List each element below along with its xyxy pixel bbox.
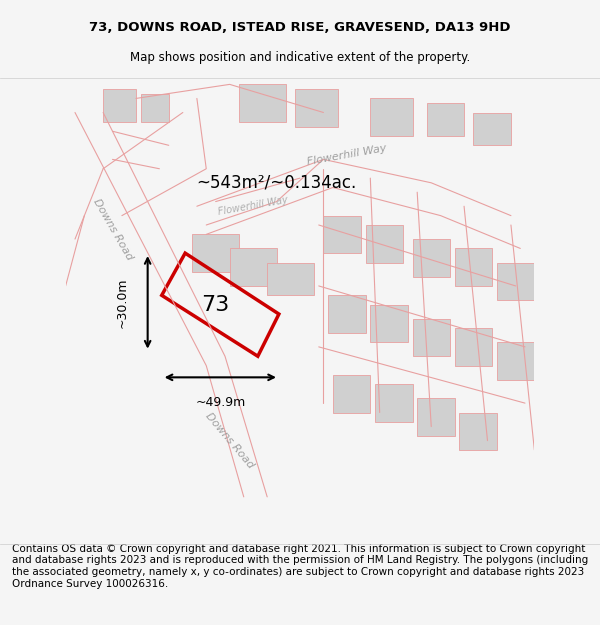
Text: Map shows position and indicative extent of the property.: Map shows position and indicative extent… [130, 51, 470, 64]
Text: Flowerhill Way: Flowerhill Way [217, 195, 289, 218]
Polygon shape [460, 412, 497, 450]
Polygon shape [328, 295, 365, 333]
Polygon shape [370, 98, 413, 136]
Polygon shape [140, 94, 169, 122]
Polygon shape [103, 89, 136, 122]
Polygon shape [497, 262, 535, 300]
Polygon shape [370, 304, 408, 343]
Text: 73, DOWNS ROAD, ISTEAD RISE, GRAVESEND, DA13 9HD: 73, DOWNS ROAD, ISTEAD RISE, GRAVESEND, … [89, 21, 511, 34]
Text: ~49.9m: ~49.9m [195, 396, 245, 409]
Polygon shape [267, 262, 314, 295]
Polygon shape [455, 248, 492, 286]
Polygon shape [333, 375, 370, 413]
Polygon shape [473, 112, 511, 145]
Text: ~30.0m: ~30.0m [116, 277, 129, 328]
Polygon shape [323, 216, 361, 253]
Text: Downs Road: Downs Road [91, 198, 134, 262]
Text: Contains OS data © Crown copyright and database right 2021. This information is : Contains OS data © Crown copyright and d… [12, 544, 588, 589]
Text: ~543m²/~0.134ac.: ~543m²/~0.134ac. [196, 174, 356, 192]
Polygon shape [455, 328, 492, 366]
Polygon shape [192, 234, 239, 272]
Polygon shape [417, 399, 455, 436]
Text: Flowerhill Way: Flowerhill Way [307, 142, 388, 167]
Polygon shape [230, 248, 277, 286]
Polygon shape [365, 225, 403, 262]
Text: Downs Road: Downs Road [203, 411, 256, 471]
Polygon shape [413, 239, 450, 276]
Polygon shape [413, 319, 450, 356]
Polygon shape [375, 384, 413, 422]
Polygon shape [239, 84, 286, 122]
Polygon shape [427, 103, 464, 136]
Polygon shape [295, 89, 337, 126]
Text: 73: 73 [202, 294, 230, 315]
Polygon shape [497, 342, 535, 379]
